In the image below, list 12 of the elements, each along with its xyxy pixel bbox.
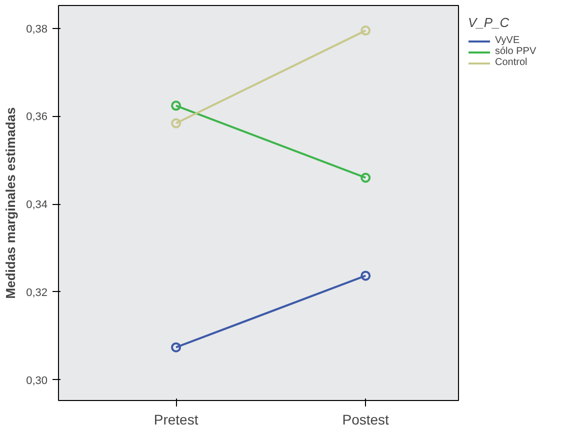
y-tick-label: 0,34 [26,199,48,212]
y-tick-label: 0,36 [26,111,48,124]
y-tick-label: 0,38 [26,23,48,36]
legend-label: sólo PPV [495,46,536,57]
x-tick-label: Pretest [154,412,198,428]
y-tick-label: 0,32 [26,286,48,299]
y-axis-title: Medidas marginales estimadas [3,107,18,299]
x-tick-label: Postest [342,412,390,428]
y-tick-label: 0,30 [26,374,48,387]
legend-label: VyVE [495,35,520,46]
legend-label: Control [495,57,528,68]
legend-title: V_P_C [468,15,510,30]
